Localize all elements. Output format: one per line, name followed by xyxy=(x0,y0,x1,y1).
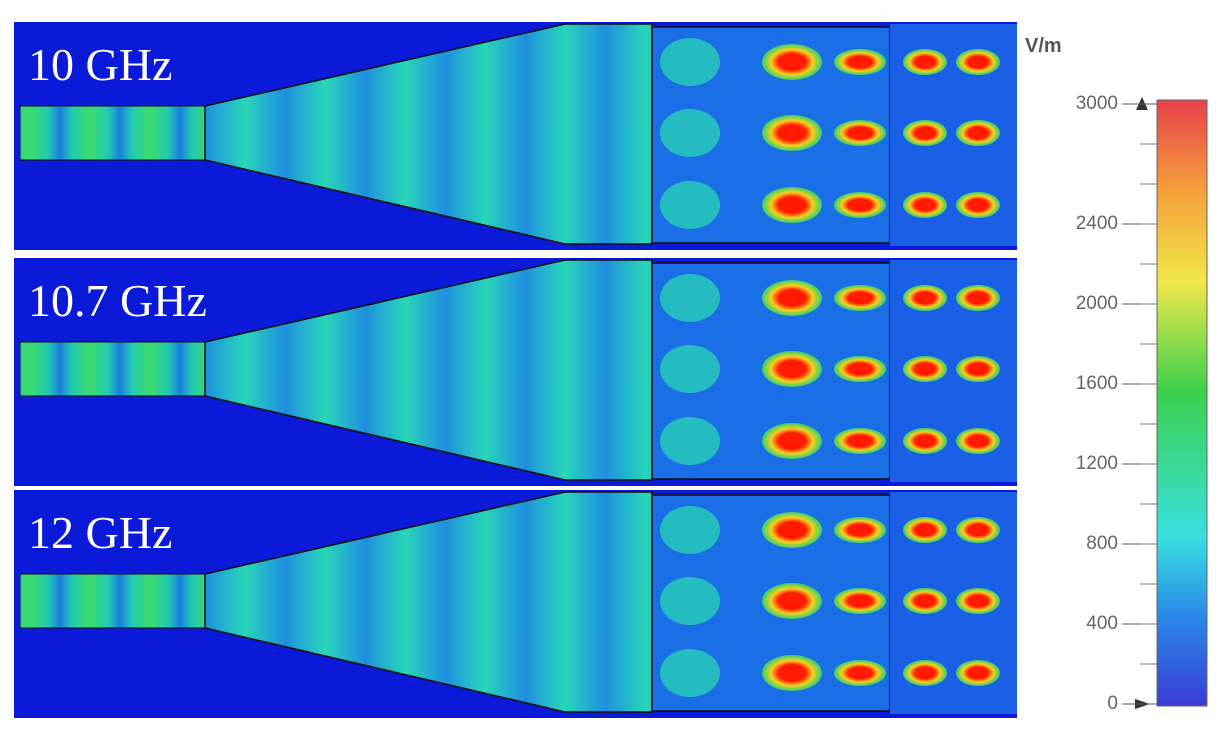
waveguide xyxy=(19,573,207,629)
hot-spot xyxy=(956,192,1000,218)
cell xyxy=(660,345,720,393)
hot-spot xyxy=(956,660,1000,686)
colorbar-tick-label: 0 xyxy=(1107,693,1118,714)
field-panel: 12 GHz xyxy=(14,490,1017,718)
cell xyxy=(660,274,720,322)
horn xyxy=(204,491,653,713)
cell xyxy=(660,649,720,697)
cell xyxy=(660,181,720,229)
hot-spot xyxy=(903,285,947,311)
cell xyxy=(660,417,720,465)
hot-spot xyxy=(956,356,1000,382)
field-panel: 10.7 GHz xyxy=(14,258,1017,486)
panel-label: 12 GHz xyxy=(28,507,172,558)
field-panel: 10 GHz xyxy=(14,22,1017,250)
hot-spot xyxy=(956,49,1000,75)
hot-spot xyxy=(903,517,947,543)
hot-spot xyxy=(762,583,822,619)
waveguide xyxy=(19,341,207,397)
cell xyxy=(660,577,720,625)
hot-spot xyxy=(903,49,947,75)
hot-spot xyxy=(762,655,822,691)
hot-spot xyxy=(834,356,886,382)
cell xyxy=(660,38,720,86)
colorbar-tick-label: 400 xyxy=(1086,613,1118,634)
hot-spot xyxy=(834,192,886,218)
hot-spot xyxy=(956,428,1000,454)
hot-spot xyxy=(762,351,822,387)
hot-spot xyxy=(762,115,822,151)
colorbar xyxy=(1156,99,1208,707)
panel-label: 10 GHz xyxy=(28,39,172,90)
hot-spot xyxy=(903,120,947,146)
hot-spot xyxy=(762,512,822,548)
hot-spot xyxy=(834,428,886,454)
hot-spot xyxy=(834,285,886,311)
hot-spot xyxy=(762,44,822,80)
hot-spot xyxy=(956,120,1000,146)
hot-spot xyxy=(903,428,947,454)
cell xyxy=(660,506,720,554)
colorbar-tick-label: 1200 xyxy=(1076,453,1118,474)
horn xyxy=(204,23,653,245)
hot-spot xyxy=(956,285,1000,311)
cell xyxy=(660,109,720,157)
hot-spot xyxy=(903,356,947,382)
colorbar-tick-label: 3000 xyxy=(1076,93,1118,114)
hot-spot xyxy=(956,517,1000,543)
hot-spot xyxy=(834,120,886,146)
colorbar-tick-label: 800 xyxy=(1086,533,1118,554)
hot-spot xyxy=(762,423,822,459)
panel-label: 10.7 GHz xyxy=(28,275,207,326)
horn xyxy=(204,259,653,481)
hot-spot xyxy=(762,280,822,316)
hot-spot xyxy=(834,49,886,75)
hot-spot xyxy=(834,517,886,543)
hot-spot xyxy=(903,588,947,614)
colorbar-unit: V/m xyxy=(1025,35,1062,57)
colorbar-tick-label: 2000 xyxy=(1076,293,1118,314)
colorbar-tick-label: 2400 xyxy=(1076,213,1118,234)
hot-spot xyxy=(903,192,947,218)
waveguide xyxy=(19,105,207,161)
hot-spot xyxy=(834,588,886,614)
colorbar-tick-label: 1600 xyxy=(1076,373,1118,394)
hot-spot xyxy=(762,187,822,223)
hot-spot xyxy=(956,588,1000,614)
hot-spot xyxy=(834,660,886,686)
hot-spot xyxy=(903,660,947,686)
